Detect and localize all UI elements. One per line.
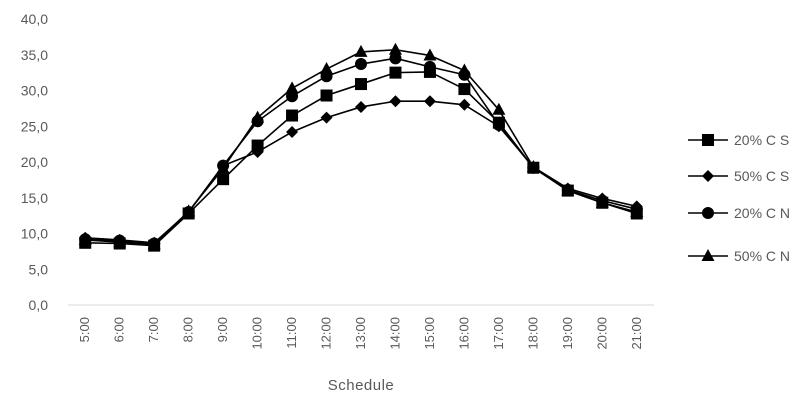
x-axis-ticks: 5:00 6:00 7:00 8:00 9:00 10:00 11:00 12:00 13:00… (77, 317, 644, 350)
data-point (492, 118, 505, 131)
y-axis-ticks: 0,0 5,0 10,0 15,0 20,0 25,0 30,0 35,0 40,0 (21, 11, 48, 313)
legend-marker (702, 207, 714, 219)
data-point (458, 98, 471, 111)
data-point (320, 89, 333, 102)
y-tick-label: 20,0 (21, 154, 48, 170)
data-point (389, 66, 402, 79)
series-line (85, 71, 638, 247)
x-tick-label: 7:00 (146, 317, 161, 342)
y-tick-label: 40,0 (21, 11, 48, 27)
data-point (561, 183, 575, 196)
x-tick-label: 19:00 (560, 317, 575, 350)
x-tick-label: 11:00 (284, 317, 299, 349)
x-tick-label: 12:00 (319, 317, 334, 350)
data-point (113, 235, 127, 248)
x-tick-label: 16:00 (456, 317, 471, 350)
data-point (389, 95, 402, 108)
data-point (286, 125, 299, 138)
data-point (78, 232, 92, 245)
legend: 20% C S 50% C S 20% C N 50% C N (688, 132, 790, 264)
legend-label: 20% C N (734, 205, 790, 221)
data-point (217, 173, 230, 186)
x-tick-label: 5:00 (77, 317, 92, 342)
x-tick-label: 13:00 (353, 317, 368, 350)
series-markers (78, 42, 644, 252)
data-point (423, 48, 437, 61)
legend-label: 50% C N (734, 248, 790, 264)
legend-marker (702, 134, 714, 146)
x-tick-label: 8:00 (181, 317, 196, 342)
x-tick-label: 15:00 (422, 317, 437, 350)
x-tick-label: 14:00 (387, 317, 402, 350)
y-tick-label: 10,0 (21, 226, 48, 242)
data-point (389, 52, 402, 65)
data-point (320, 62, 334, 75)
data-point (147, 237, 161, 250)
data-point (595, 195, 609, 208)
data-point (457, 63, 471, 76)
data-point (251, 145, 264, 158)
legend-label: 50% C S (734, 168, 789, 184)
data-point (458, 83, 471, 96)
x-tick-label: 9:00 (215, 317, 230, 342)
x-tick-label: 6:00 (112, 317, 127, 342)
x-tick-label: 17:00 (491, 317, 506, 350)
y-tick-label: 30,0 (21, 83, 48, 99)
data-point (251, 110, 265, 123)
data-point (286, 109, 299, 122)
data-point (355, 58, 367, 71)
y-tick-label: 35,0 (21, 47, 48, 63)
data-point (354, 44, 368, 57)
data-point (526, 160, 540, 173)
data-point (630, 205, 644, 218)
data-point (251, 139, 264, 152)
data-point (320, 111, 333, 124)
y-tick-label: 0,0 (29, 297, 49, 313)
data-point (285, 81, 299, 94)
x-tick-label: 20:00 (594, 317, 609, 350)
y-tick-label: 25,0 (21, 118, 48, 134)
legend-marker (702, 170, 714, 182)
series-line (85, 100, 637, 244)
y-tick-label: 5,0 (29, 261, 49, 277)
data-point (355, 78, 367, 91)
legend-label: 20% C S (734, 132, 789, 148)
x-tick-label: 21:00 (629, 317, 644, 350)
data-point (388, 42, 402, 55)
data-point (182, 204, 196, 217)
legend-marker (701, 249, 715, 261)
x-axis-title: Schedule (328, 377, 395, 394)
y-tick-label: 15,0 (21, 190, 48, 206)
data-point (423, 60, 436, 73)
data-point (492, 102, 506, 115)
x-tick-label: 10:00 (250, 317, 265, 350)
x-tick-label: 18:00 (525, 317, 540, 350)
data-point (216, 161, 230, 174)
data-point (355, 100, 367, 113)
data-point (423, 95, 436, 108)
